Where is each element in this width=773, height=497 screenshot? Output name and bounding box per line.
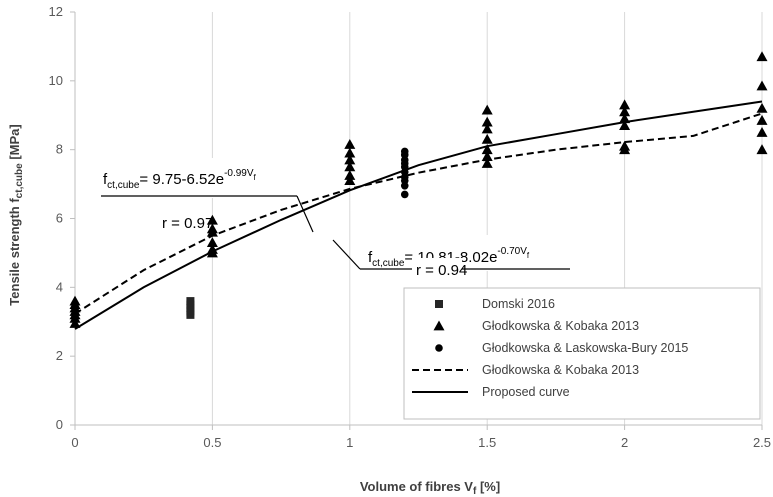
data-point xyxy=(481,104,493,115)
y-tick-label: 0 xyxy=(56,417,63,432)
annotation-box-solid xyxy=(366,235,570,271)
data-point xyxy=(481,144,493,155)
dashed-fit-line xyxy=(74,112,763,315)
data-point xyxy=(344,169,356,180)
data-point xyxy=(186,297,195,306)
y-tick-label: 2 xyxy=(56,348,63,363)
r-box-dashed xyxy=(160,215,206,235)
data-series xyxy=(69,51,768,330)
data-point xyxy=(756,51,768,62)
x-tick-label: 0.5 xyxy=(203,435,221,450)
legend-item: Głodkowska & Laskowska-Bury 2015 xyxy=(435,341,688,355)
equation-dashed: fct,cube= 9.75-6.52e-0.99Vf xyxy=(103,168,257,191)
x-tick-label: 1.5 xyxy=(478,435,496,450)
data-point xyxy=(344,175,356,186)
data-point xyxy=(481,157,493,168)
annotation-box-dashed xyxy=(100,158,296,198)
legend-box xyxy=(403,287,761,420)
data-point xyxy=(481,123,493,134)
data-point xyxy=(69,295,81,306)
data-point xyxy=(756,126,768,137)
annotation-leader-solid xyxy=(332,239,361,270)
legend-item: Głodkowska & Kobaka 2013 xyxy=(433,319,639,333)
series-1 xyxy=(69,51,768,328)
data-point xyxy=(619,120,631,130)
series-2 xyxy=(400,147,409,199)
y-tick-label: 4 xyxy=(56,279,63,294)
data-point xyxy=(206,237,218,247)
y-axis-title: Tensile strength fct,cube [MPa] xyxy=(7,124,25,305)
x-axis-title: Volume of fibres Vf [%] xyxy=(360,479,500,497)
y-tick-label: 6 xyxy=(56,211,63,226)
data-point xyxy=(619,113,631,124)
x-tick-label: 0 xyxy=(71,435,78,450)
annotation-leader-dashed xyxy=(296,195,314,233)
data-point xyxy=(481,133,493,144)
data-point xyxy=(756,144,768,155)
data-point xyxy=(400,190,409,199)
series-4 xyxy=(74,100,763,330)
annotations: fct,cube= 9.75-6.52e-0.99Vf r = 0.97 fct… xyxy=(100,158,570,279)
r-value-solid: r = 0.94 xyxy=(416,262,467,279)
data-point xyxy=(400,147,409,156)
x-tick-label: 1 xyxy=(346,435,353,450)
legend-item: Głodkowska & Kobaka 2013 xyxy=(412,363,639,377)
data-point xyxy=(206,214,218,225)
data-point xyxy=(481,116,493,127)
y-tick-label: 12 xyxy=(49,4,63,19)
y-tick-label: 8 xyxy=(56,142,63,157)
data-point xyxy=(756,80,768,91)
legend-label: Głodkowska & Laskowska-Bury 2015 xyxy=(482,341,688,355)
r-value-dashed: r = 0.97 xyxy=(162,215,213,232)
data-point xyxy=(756,102,768,113)
legend-label: Domski 2016 xyxy=(482,297,555,311)
data-point xyxy=(344,139,356,149)
data-point xyxy=(344,147,356,158)
data-point xyxy=(344,161,356,172)
legend-label: Głodkowska & Kobaka 2013 xyxy=(482,319,639,333)
legend: Domski 2016 Głodkowska & Kobaka 2013 Głodk… xyxy=(403,287,761,420)
data-point xyxy=(344,154,356,165)
data-point xyxy=(619,140,631,151)
x-tick-label: 2 xyxy=(621,435,628,450)
series-0 xyxy=(186,297,195,319)
data-point xyxy=(619,106,631,117)
data-point xyxy=(206,223,218,234)
r-box-solid xyxy=(412,258,462,278)
axes xyxy=(70,11,763,430)
legend-swatch xyxy=(433,320,445,331)
data-point xyxy=(69,317,81,328)
legend-item: Proposed curve xyxy=(412,385,570,399)
legend-label: Głodkowska & Kobaka 2013 xyxy=(482,363,639,377)
tick-labels: 0 2 4 6 8 10 12 0 0.5 1 1.5 2 2.5 xyxy=(49,4,772,450)
legend-item: Domski 2016 xyxy=(435,297,555,311)
legend-swatch xyxy=(435,300,443,308)
data-point xyxy=(756,114,768,125)
x-tick-label: 2.5 xyxy=(753,435,771,450)
y-tick-label: 10 xyxy=(49,73,63,88)
proposed-curve-line xyxy=(74,100,763,330)
legend-swatch xyxy=(435,344,443,352)
data-point xyxy=(206,243,218,254)
series-3 xyxy=(74,112,763,315)
data-point xyxy=(619,99,631,110)
legend-label: Proposed curve xyxy=(482,385,570,399)
